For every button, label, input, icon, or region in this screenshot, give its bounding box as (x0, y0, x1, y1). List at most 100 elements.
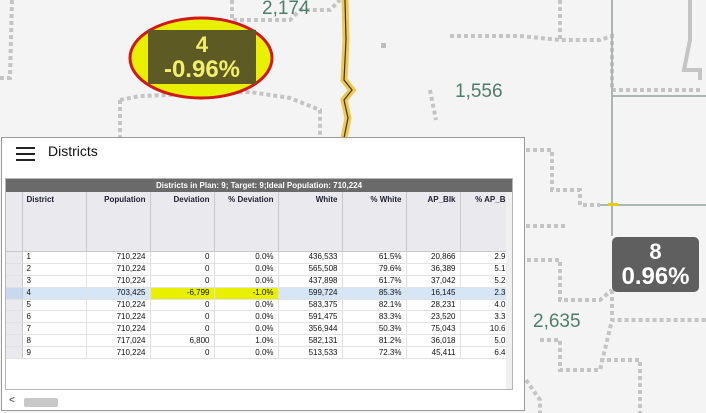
table-cell: 0 (150, 322, 215, 336)
district-number: 4 (195, 32, 209, 57)
table-row[interactable]: 6 710,224 0 0.0% 591,475 83.3% 23,520 3.3 (6, 310, 511, 324)
table-cell: -6,799 (150, 287, 215, 300)
table-cell: 5.2 (460, 275, 511, 288)
table-cell: 81.2% (342, 334, 407, 348)
districts-table: District Population Deviation % Deviatio… (6, 192, 511, 360)
table-cell: 0 (150, 275, 215, 288)
table-cell: 16,145 (406, 287, 461, 300)
table-cell: 0 (150, 299, 215, 312)
table-cell: 0.0% (214, 275, 279, 288)
table-cell: 45,411 (406, 346, 461, 360)
district-deviation: -0.96% (163, 56, 241, 83)
row-header[interactable] (6, 275, 23, 288)
district-deviation: 0.96% (621, 263, 690, 290)
table-row[interactable]: 5 710,224 0 0.0% 583,375 82.1% 28,231 4.0 (6, 299, 511, 312)
district-4-badge[interactable]: 4 -0.96% (148, 30, 256, 84)
table-cell: 83.3% (342, 310, 407, 324)
table-cell: 582,131 (278, 334, 343, 348)
column-header-district[interactable]: District (22, 192, 87, 252)
table-cell: 4.0 (460, 299, 511, 312)
table-cell: 3.3 (460, 310, 511, 324)
row-header[interactable] (6, 322, 23, 336)
grid-caption: Districts in Plan: 9; Target: 9;Ideal Po… (6, 179, 512, 192)
table-row[interactable]: 9 710,224 0 0.0% 513,533 72.3% 45,411 6.4 (6, 346, 511, 360)
table-cell: 5 (22, 299, 87, 312)
table-cell: 1.0% (214, 334, 279, 348)
table-cell: 0.0% (214, 251, 279, 264)
district-number: 8 (649, 239, 662, 264)
table-cell: 5.0 (460, 334, 511, 348)
table-cell: 75,043 (406, 322, 461, 336)
districts-panel: Districts Districts in Plan: 9; Target: … (1, 137, 525, 411)
table-cell: 10.6 (460, 322, 511, 336)
table-cell: 0 (150, 263, 215, 276)
column-header-population[interactable]: Population (86, 192, 151, 252)
table-cell: 0.0% (214, 322, 279, 336)
table-cell: 0.0% (214, 310, 279, 324)
column-header-pct-deviation[interactable]: % Deviation (214, 192, 279, 252)
table-cell: 20,866 (406, 251, 461, 264)
table-cell: 4 (22, 287, 87, 300)
table-cell: 710,224 (86, 346, 151, 360)
table-cell: 436,533 (278, 251, 343, 264)
table-cell: 356,944 (278, 322, 343, 336)
table-row[interactable]: 4 703,425 -6,799 -1.0% 599,724 85.3% 16,145 2.3 (6, 287, 511, 300)
table-cell: 85.3% (342, 287, 407, 300)
table-cell: 36,389 (406, 263, 461, 276)
districts-grid[interactable]: Districts in Plan: 9; Target: 9;Ideal Po… (5, 178, 513, 390)
row-header[interactable] (6, 310, 23, 324)
table-cell: 717,024 (86, 334, 151, 348)
table-cell: 2 (22, 263, 87, 276)
table-row[interactable]: 3 710,224 0 0.0% 437,898 61.7% 37,042 5.2 (6, 275, 511, 288)
table-cell: 8 (22, 334, 87, 348)
column-header-deviation[interactable]: Deviation (150, 192, 215, 252)
row-header[interactable] (6, 346, 23, 360)
panel-title: Districts (48, 143, 98, 159)
table-cell: 6,800 (150, 334, 215, 348)
table-cell: 0 (150, 346, 215, 360)
table-cell: 9 (22, 346, 87, 360)
column-header-pct-white[interactable]: % White (342, 192, 407, 252)
scroll-left-arrow-icon[interactable]: < (9, 395, 15, 406)
table-cell: 6 (22, 310, 87, 324)
table-cell: 50.3% (342, 322, 407, 336)
row-header[interactable] (6, 334, 23, 348)
table-cell: 23,520 (406, 310, 461, 324)
table-cell: 0.0% (214, 263, 279, 276)
table-cell: 0.0% (214, 346, 279, 360)
population-label: 2,635 (533, 311, 581, 332)
hamburger-menu-icon[interactable] (16, 146, 35, 162)
row-header-corner (6, 192, 23, 252)
column-header-white[interactable]: White (278, 192, 343, 252)
table-row[interactable]: 8 717,024 6,800 1.0% 582,131 81.2% 36,018 5.0 (6, 334, 511, 348)
scroll-thumb[interactable] (24, 398, 58, 407)
row-header[interactable] (6, 287, 23, 300)
table-cell: 61.7% (342, 275, 407, 288)
column-header-pct-ap-blk[interactable]: % AP_B (460, 192, 511, 252)
table-cell: 28,231 (406, 299, 461, 312)
population-label: 2,174 (262, 0, 310, 19)
table-cell: 3 (22, 275, 87, 288)
table-row[interactable]: 1 710,224 0 0.0% 436,533 61.5% 20,866 2.9 (6, 251, 511, 264)
table-cell: 0.0% (214, 299, 279, 312)
table-cell: 437,898 (278, 275, 343, 288)
horizontal-scrollbar[interactable]: < (4, 395, 512, 409)
table-cell: 591,475 (278, 310, 343, 324)
column-header-ap-blk[interactable]: AP_Blk (406, 192, 461, 252)
table-cell: 703,425 (86, 287, 151, 300)
row-header[interactable] (6, 299, 23, 312)
table-cell: 5.1 (460, 263, 511, 276)
table-cell: 565,508 (278, 263, 343, 276)
table-cell: 513,533 (278, 346, 343, 360)
row-header[interactable] (6, 263, 23, 276)
table-row[interactable]: 7 710,224 0 0.0% 356,944 50.3% 75,043 10.6 (6, 322, 511, 336)
table-cell: 1 (22, 251, 87, 264)
vertical-scrollbar[interactable] (506, 192, 512, 389)
row-header[interactable] (6, 251, 23, 264)
district-8-badge[interactable]: 8 0.96% (612, 237, 699, 292)
table-row[interactable]: 2 710,224 0 0.0% 565,508 79.6% 36,389 5.1 (6, 263, 511, 276)
table-cell: 7 (22, 322, 87, 336)
table-cell: 2.9 (460, 251, 511, 264)
table-cell: 710,224 (86, 299, 151, 312)
